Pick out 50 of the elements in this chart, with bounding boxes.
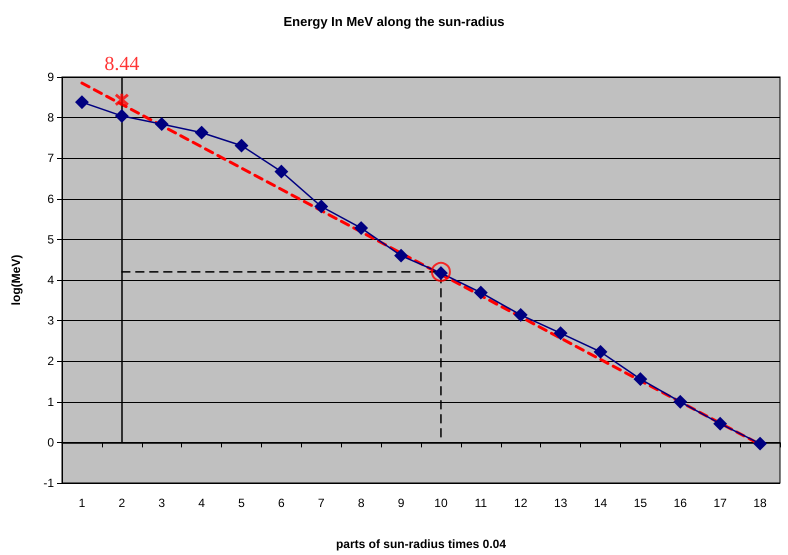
- point: [195, 126, 208, 140]
- y-tick-label: 6: [47, 192, 54, 206]
- x-tick-label: 5: [238, 496, 246, 510]
- point: [354, 222, 368, 235]
- point: [314, 200, 328, 214]
- x-tick-label: 15: [634, 496, 648, 510]
- point: [115, 109, 128, 122]
- x-tick-label: 4: [198, 496, 206, 510]
- x-tick-label: 9: [398, 496, 405, 510]
- y-tick-label: 8: [47, 110, 54, 125]
- point: [394, 249, 408, 262]
- x-tick-label: 1: [78, 496, 86, 510]
- x-tick-label: 18: [753, 496, 768, 510]
- y-tick-label: 0: [47, 435, 54, 450]
- x-tick-label: 14: [594, 496, 608, 510]
- x-tick-label: 3: [158, 496, 166, 510]
- point: [594, 345, 607, 358]
- x-tick-label: 7: [318, 496, 325, 510]
- point: [714, 417, 727, 430]
- point: [75, 96, 88, 109]
- y-tick-label: 3: [47, 314, 54, 328]
- x-tick-label: 17: [713, 496, 728, 510]
- point: [474, 286, 488, 300]
- point: [274, 165, 288, 178]
- point: [235, 139, 248, 152]
- y-tick-label: 4: [47, 273, 54, 287]
- y-tick-label: 2: [47, 354, 54, 368]
- y-tick-label: 5: [47, 232, 54, 246]
- y-axis-title: log(MeV): [9, 254, 23, 306]
- y-tick-label: 7: [47, 151, 54, 166]
- x-axis-title: parts of sun-radius times 0.04: [336, 537, 506, 551]
- point: [754, 437, 767, 450]
- point: [514, 308, 528, 322]
- x-tick-label: 2: [118, 496, 126, 510]
- point: [155, 118, 168, 131]
- x-tick-label: 11: [474, 496, 488, 510]
- x-tick-label: 13: [554, 496, 568, 510]
- x-tick-label: 12: [514, 496, 528, 510]
- y-tick-label: 9: [47, 70, 54, 84]
- point: [554, 326, 568, 340]
- x-tick-label: 8: [358, 496, 365, 510]
- point: [634, 372, 647, 386]
- point: [674, 395, 687, 408]
- y-tick-label: 1: [47, 394, 54, 409]
- x-tick-label: 6: [278, 496, 286, 510]
- x-tick-label: 16: [674, 496, 688, 510]
- x-tick-label: 10: [434, 496, 448, 510]
- data-label: 8.44: [104, 53, 140, 76]
- y-tick-label: -1: [43, 476, 54, 490]
- chart-title: Energy In MeV along the sun-radius: [283, 14, 505, 29]
